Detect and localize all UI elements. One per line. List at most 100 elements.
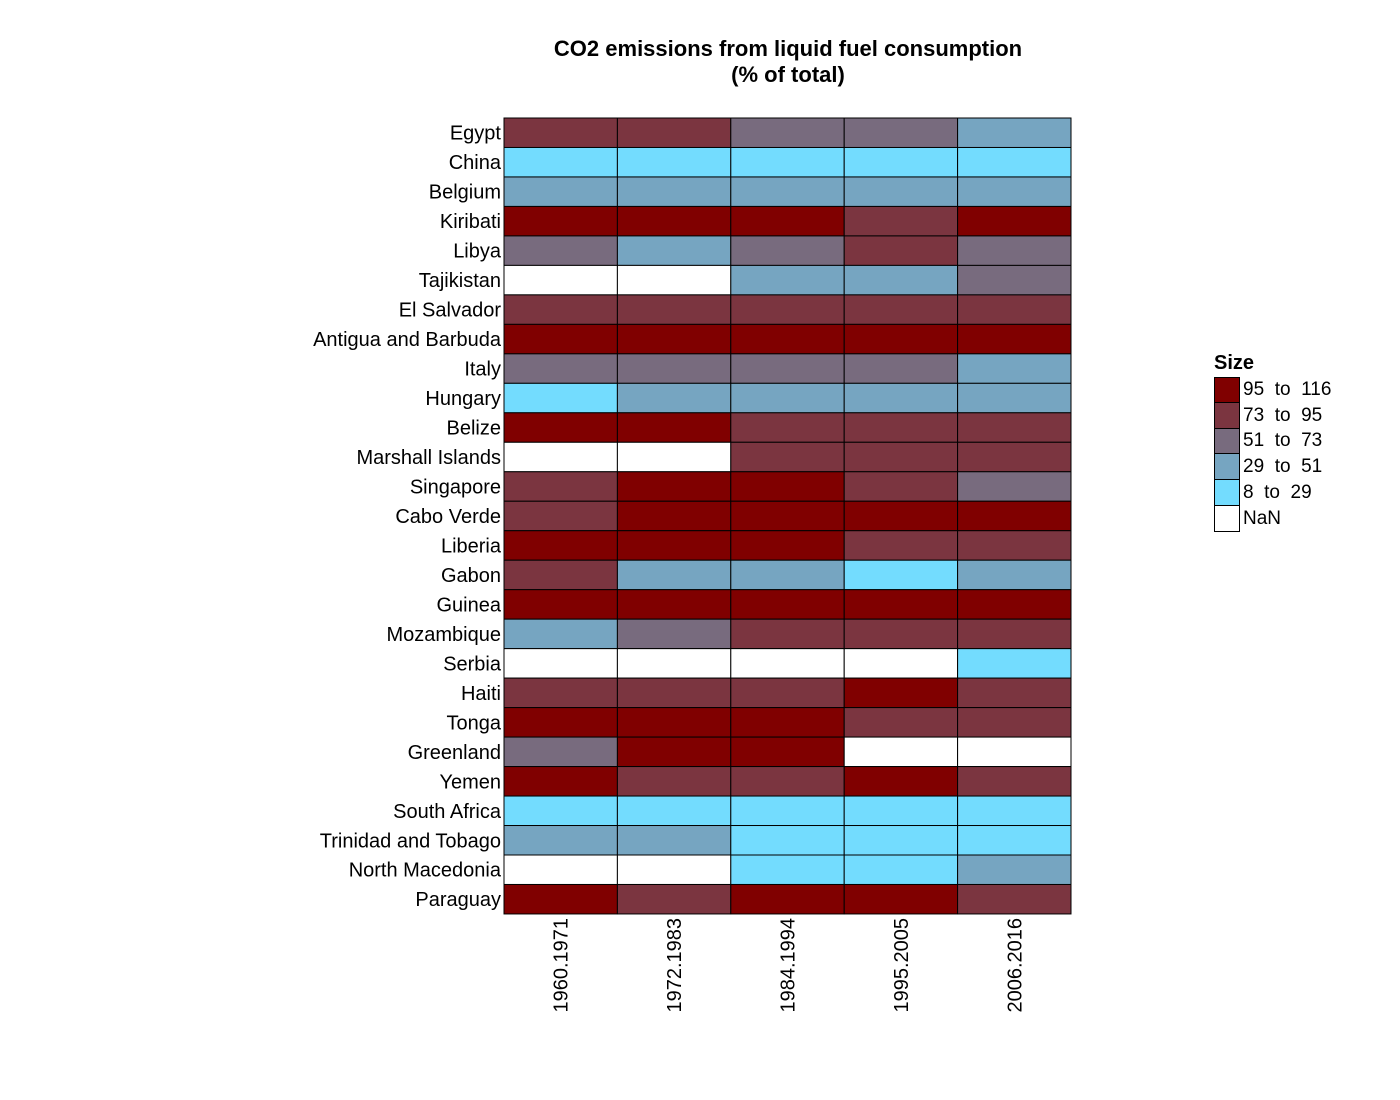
heatmap-cell	[957, 825, 1072, 856]
heatmap-cell	[503, 825, 618, 856]
heatmap-cell	[957, 412, 1072, 443]
heatmap-cell	[843, 264, 959, 296]
heatmap-cell	[843, 353, 959, 384]
heatmap-cell	[843, 854, 959, 885]
heatmap-cell	[730, 559, 845, 591]
heatmap-cell	[616, 117, 732, 148]
heatmap-cell	[616, 353, 732, 384]
heatmap-cell	[730, 500, 845, 532]
heatmap-cell	[843, 707, 959, 738]
heatmap-cell	[730, 205, 845, 237]
heatmap-cell	[616, 589, 732, 620]
y-tick-label: Belize	[447, 418, 501, 440]
heatmap-cell	[503, 176, 618, 207]
heatmap-cell	[843, 412, 959, 443]
y-tick-label: Belgium	[429, 182, 501, 204]
heatmap-cell	[616, 677, 732, 709]
heatmap-cell	[730, 530, 845, 561]
legend-label: 73 to 95	[1243, 404, 1323, 426]
heatmap-cell	[730, 294, 845, 325]
legend: Size 95 to 116 73 to 95 51 to 73 29 to 51 8 …	[1214, 352, 1331, 532]
heatmap-cell	[616, 146, 732, 178]
y-tick-label: Serbia	[443, 653, 502, 675]
legend-swatch	[1214, 454, 1240, 481]
y-tick-label: North Macedonia	[349, 860, 502, 882]
legend-label: 29 to 51	[1243, 456, 1323, 478]
y-tick-label: Singapore	[410, 477, 501, 499]
heatmap-cell	[616, 530, 732, 561]
heatmap-cell	[503, 589, 618, 620]
heatmap-cell	[503, 677, 618, 709]
legend-item: 73 to 95	[1214, 402, 1331, 429]
y-tick-label: Guinea	[437, 594, 502, 616]
heatmap-cell	[730, 353, 845, 384]
legend-swatch	[1214, 402, 1240, 429]
heatmap-cell	[503, 618, 618, 650]
y-tick-label: Gabon	[441, 565, 501, 587]
heatmap-cell	[503, 205, 618, 237]
y-tick-label: Kiribati	[440, 211, 501, 233]
legend-items: 95 to 116 73 to 95 51 to 73 29 to 51 8 to 29…	[1214, 377, 1331, 532]
heatmap-cell	[957, 176, 1072, 207]
heatmap-cell	[730, 618, 845, 650]
heatmap-cell	[616, 205, 732, 237]
heatmap-cell	[730, 117, 845, 148]
heatmap-cell	[616, 736, 732, 768]
y-tick-label: Cabo Verde	[395, 506, 501, 528]
heatmap-cell	[730, 883, 845, 915]
y-tick-label: Mozambique	[386, 624, 501, 646]
heatmap-cell	[957, 618, 1072, 650]
heatmap-cell	[843, 825, 959, 856]
heatmap-cell	[843, 589, 959, 620]
heatmap-cell	[616, 471, 732, 502]
heatmap-cell	[843, 795, 959, 827]
legend-label: 51 to 73	[1243, 430, 1323, 452]
heatmap-cell	[503, 412, 618, 443]
heatmap-cell	[730, 589, 845, 620]
heatmap-cell	[730, 471, 845, 502]
heatmap-cell	[730, 412, 845, 443]
heatmap-cell	[957, 353, 1072, 384]
heatmap-cell	[957, 707, 1072, 738]
heatmap-cell	[957, 648, 1072, 679]
heatmap-cell	[503, 441, 618, 473]
heatmap-cell	[730, 825, 845, 856]
heatmap-cell	[730, 707, 845, 738]
heatmap-cell	[843, 500, 959, 532]
heatmap-cell	[503, 382, 618, 414]
y-tick-label: Marshall Islands	[356, 447, 501, 469]
heatmap-cell	[957, 235, 1072, 266]
heatmap-cell	[503, 883, 618, 915]
y-tick-label: Paraguay	[415, 889, 501, 911]
x-tick-label: 1960.1971	[551, 918, 573, 1013]
heatmap-cell	[730, 323, 845, 355]
heatmap-cell	[957, 559, 1072, 591]
heatmap-cell	[616, 559, 732, 591]
heatmap-cell	[503, 353, 618, 384]
legend-label: 8 to 29	[1243, 482, 1312, 504]
heatmap-cell	[843, 146, 959, 178]
x-tick-label: 1972.1983	[664, 918, 686, 1013]
y-tick-label: Greenland	[408, 742, 501, 764]
x-tick-label: 1995.2005	[891, 918, 913, 1013]
heatmap-cell	[616, 323, 732, 355]
heatmap-cell	[957, 795, 1072, 827]
y-tick-label: Tajikistan	[419, 270, 501, 292]
heatmap-cell	[843, 441, 959, 473]
heatmap-cell	[957, 677, 1072, 709]
heatmap-cell	[616, 883, 732, 915]
heatmap-cell	[730, 766, 845, 797]
heatmap-cell	[503, 235, 618, 266]
heatmap-cell	[843, 766, 959, 797]
heatmap-cell	[843, 677, 959, 709]
heatmap-cell	[843, 323, 959, 355]
heatmap-cell	[957, 294, 1072, 325]
y-tick-label: Liberia	[441, 535, 502, 557]
heatmap-cell	[616, 235, 732, 266]
heatmap-cell	[503, 795, 618, 827]
heatmap-cell	[503, 500, 618, 532]
legend-label: NaN	[1243, 507, 1282, 529]
heatmap-cell	[503, 648, 618, 679]
heatmap-cell	[616, 264, 732, 296]
heatmap-cell	[730, 677, 845, 709]
